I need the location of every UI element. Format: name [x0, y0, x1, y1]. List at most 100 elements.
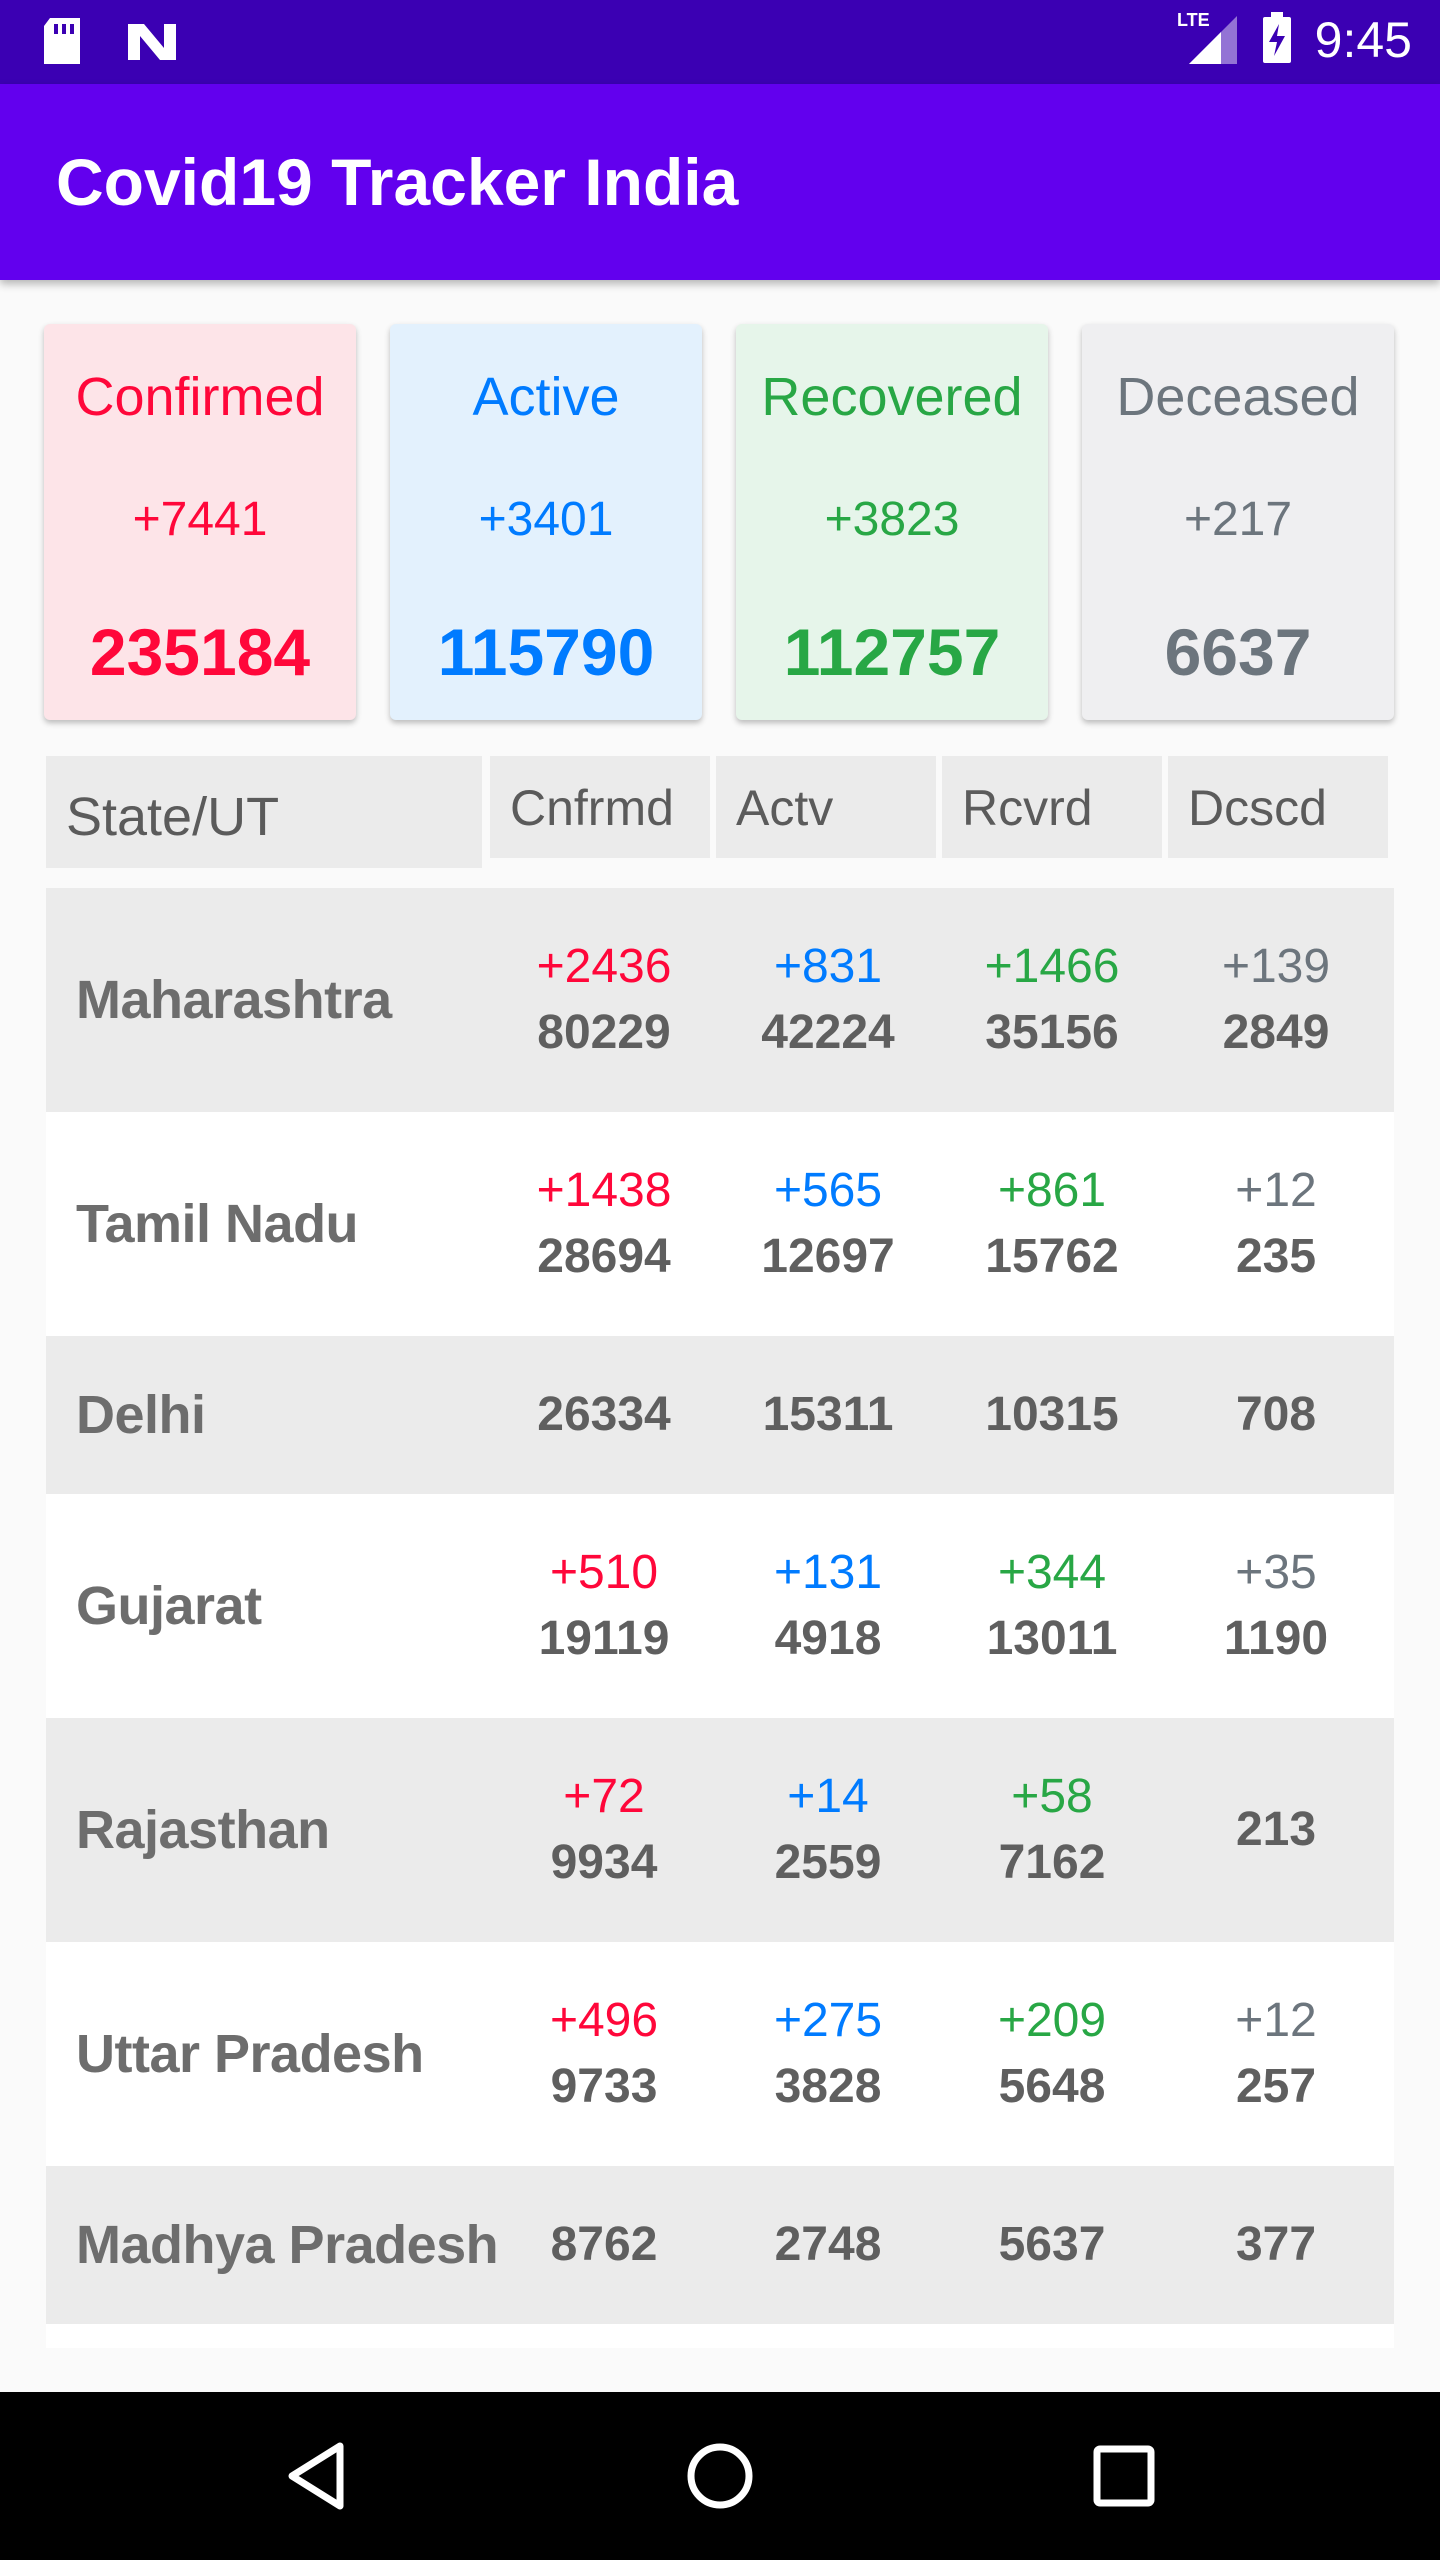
recovered-total: 7162 [998, 1836, 1106, 1889]
confirmed-total: 19119 [538, 1612, 670, 1665]
confirmed-total: 9733 [550, 2060, 658, 2113]
recents-icon[interactable] [1084, 2436, 1164, 2516]
deceased-title: Deceased [1116, 367, 1360, 427]
deceased-delta: +139 [1221, 940, 1331, 993]
deceased-total: 6637 [1164, 615, 1312, 689]
app-title: Covid19 Tracker India [56, 145, 739, 219]
deceased-total: 257 [1235, 2060, 1317, 2113]
confirmed-cell: +2436 80229 [492, 888, 716, 1112]
recovered-total: 5648 [998, 2060, 1106, 2113]
status-right-icons: LTE 9:45 [1177, 10, 1412, 70]
table-row[interactable]: Gujarat +510 19119 +131 4918 +344 13011 … [46, 1494, 1394, 1718]
confirmed-cell: 8762 [492, 2166, 716, 2324]
recovered-total: 112757 [783, 615, 1001, 689]
deceased-cell: +12 257 [1164, 1942, 1388, 2166]
active-delta: +14 [787, 1770, 869, 1823]
table-row[interactable]: Madhya Pradesh 8762 2748 5637 377 [46, 2166, 1394, 2324]
header-confirmed[interactable]: Cnfrmd [490, 756, 710, 858]
header-active[interactable]: Actv [716, 756, 936, 858]
status-left-icons [40, 16, 180, 72]
deceased-total: 2849 [1222, 1006, 1330, 1059]
table-header: State/UT Cnfrmd Actv Rcvrd Dcscd [0, 756, 1440, 868]
active-delta: +275 [773, 1994, 883, 2047]
deceased-delta: +12 [1235, 1164, 1317, 1217]
active-total: 115790 [437, 615, 655, 689]
app-bar: Covid19 Tracker India [0, 84, 1440, 280]
active-total: 12697 [761, 1230, 895, 1283]
header-recovered[interactable]: Rcvrd [942, 756, 1162, 858]
active-delta: +831 [773, 940, 883, 993]
recovered-total: 15762 [985, 1230, 1119, 1283]
table-row[interactable]: Delhi 26334 15311 10315 708 [46, 1336, 1394, 1494]
state-name: Rajasthan [76, 1800, 330, 1860]
confirmed-delta: +496 [549, 1994, 659, 2047]
confirmed-delta: +510 [549, 1546, 659, 1599]
navigation-bar [0, 2392, 1440, 2560]
active-cell: +565 12697 [716, 1112, 940, 1336]
recovered-delta: +1466 [984, 940, 1120, 993]
table-row[interactable]: Uttar Pradesh +496 9733 +275 3828 +209 5… [46, 1942, 1394, 2166]
sd-card-icon [40, 16, 84, 72]
deceased-delta: +217 [1183, 493, 1293, 546]
active-cell: +831 42224 [716, 888, 940, 1112]
summary-cards: Confirmed +7441 235184 Active +3401 1157… [44, 324, 1396, 722]
confirmed-card[interactable]: Confirmed +7441 235184 [44, 324, 356, 720]
recovered-cell: 5637 [940, 2166, 1164, 2324]
battery-charging-icon [1261, 12, 1293, 68]
n-logo-icon [124, 20, 180, 68]
header-state[interactable]: State/UT [46, 756, 482, 868]
confirmed-cell: +496 9733 [492, 1942, 716, 2166]
confirmed-cell: +510 19119 [492, 1494, 716, 1718]
table-row[interactable]: Tamil Nadu +1438 28694 +565 12697 +861 1… [46, 1112, 1394, 1336]
confirmed-delta: +1438 [536, 1164, 672, 1217]
confirmed-delta: +2436 [536, 940, 672, 993]
recovered-cell: +209 5648 [940, 1942, 1164, 2166]
state-name: Uttar Pradesh [76, 2024, 424, 2084]
deceased-cell: +139 2849 [1164, 888, 1388, 1112]
recovered-delta: +861 [997, 1164, 1107, 1217]
deceased-delta: +12 [1235, 1994, 1317, 2047]
active-delta: +131 [773, 1546, 883, 1599]
active-total: 4918 [774, 1612, 882, 1665]
back-icon[interactable] [276, 2436, 356, 2516]
active-total: 42224 [761, 1006, 895, 1059]
recovered-total: 10315 [985, 1388, 1119, 1441]
confirmed-cell: 26334 [492, 1336, 716, 1494]
confirmed-title: Confirmed [75, 367, 325, 427]
deceased-cell: +35 1190 [1164, 1494, 1388, 1718]
active-cell: +275 3828 [716, 1942, 940, 2166]
deceased-card[interactable]: Deceased +217 6637 [1082, 324, 1394, 720]
active-delta: +565 [773, 1164, 883, 1217]
recovered-card[interactable]: Recovered +3823 112757 [736, 324, 1048, 720]
network-type-label: LTE [1177, 10, 1210, 30]
deceased-total: 1190 [1223, 1612, 1329, 1665]
recovered-total: 5637 [998, 2218, 1106, 2271]
recovered-delta: +344 [997, 1546, 1107, 1599]
state-name: Tamil Nadu [76, 1194, 359, 1254]
active-total: 3828 [774, 2060, 882, 2113]
recovered-cell: +58 7162 [940, 1718, 1164, 1942]
confirmed-total: 8762 [550, 2218, 658, 2271]
table-row[interactable]: Maharashtra +2436 80229 +831 42224 +1466… [46, 888, 1394, 1112]
state-name: Delhi [76, 1385, 206, 1445]
state-table[interactable]: Maharashtra +2436 80229 +831 42224 +1466… [46, 888, 1394, 2348]
table-row[interactable]: Rajasthan +72 9934 +14 2559 +58 7162 213 [46, 1718, 1394, 1942]
header-deceased[interactable]: Dcscd [1168, 756, 1388, 858]
recovered-delta: +3823 [824, 493, 960, 546]
recovered-cell: +344 13011 [940, 1494, 1164, 1718]
confirmed-total: 26334 [537, 1388, 671, 1441]
active-total: 15311 [762, 1388, 894, 1441]
active-title: Active [472, 367, 620, 427]
confirmed-total: 80229 [537, 1006, 671, 1059]
deceased-total: 235 [1235, 1230, 1317, 1283]
confirmed-cell: +1438 28694 [492, 1112, 716, 1336]
recovered-total: 13011 [986, 1612, 1118, 1665]
status-bar: LTE 9:45 [0, 0, 1440, 84]
deceased-cell: 213 [1164, 1718, 1388, 1942]
home-icon[interactable] [680, 2436, 760, 2516]
active-cell: +131 4918 [716, 1494, 940, 1718]
active-card[interactable]: Active +3401 115790 [390, 324, 702, 720]
active-cell: 2748 [716, 2166, 940, 2324]
recovered-cell: +861 15762 [940, 1112, 1164, 1336]
confirmed-total: 9934 [550, 1836, 658, 1889]
